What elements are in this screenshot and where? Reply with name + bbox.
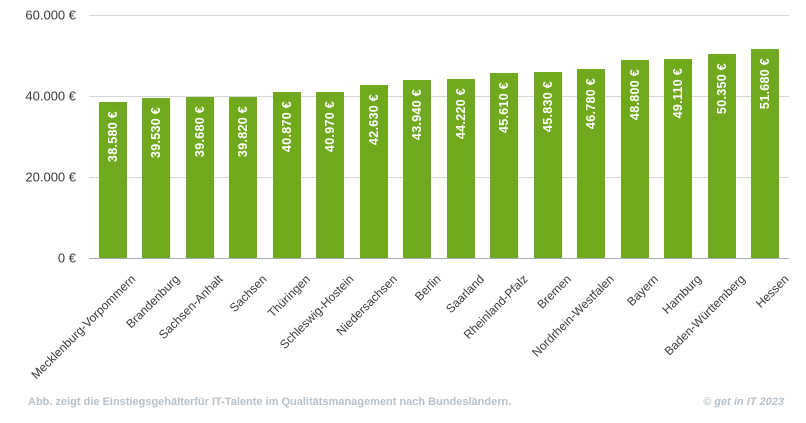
bar-slot: 42.630 €: [352, 15, 396, 258]
bar: 44.220 €: [446, 78, 475, 258]
y-tick-label: 60.000 €: [25, 7, 76, 23]
bar-value-label: 39.820 €: [236, 105, 251, 157]
bar: 39.530 €: [142, 97, 171, 258]
bar-slot: 38.580 €: [91, 15, 135, 258]
x-axis-label: Bayern: [623, 272, 661, 309]
bar-slot: 44.220 €: [439, 15, 483, 258]
bar: 48.800 €: [620, 60, 649, 258]
bar: 39.680 €: [185, 97, 214, 258]
x-axis-line: [89, 258, 789, 259]
bar-value-label: 45.830 €: [540, 81, 555, 133]
x-axis-label: Sachsen: [226, 272, 270, 315]
x-axis-label: Mecklenburg-Vorpommern: [28, 272, 139, 382]
bar-value-label: 40.870 €: [279, 101, 294, 153]
bar-slot: 40.870 €: [265, 15, 309, 258]
figure-caption: Abb. zeigt die Einstiegsgehälterfür IT-T…: [28, 396, 512, 408]
x-label-slot: Berlin: [396, 263, 444, 388]
gridline: [89, 15, 789, 16]
bar: 40.870 €: [272, 92, 301, 258]
bar-value-label: 44.220 €: [453, 87, 468, 139]
bar-value-label: 40.970 €: [323, 101, 338, 153]
x-label-slot: Sachsen: [222, 263, 270, 388]
x-axis-labels: Mecklenburg-Vorpommern Brandenburg Sachsen…: [29, 263, 792, 388]
bar: 49.110 €: [664, 59, 693, 258]
gridline: [89, 177, 789, 178]
bar-value-label: 45.610 €: [497, 82, 512, 134]
gridline: [89, 96, 789, 97]
bar-slot: 39.530 €: [135, 15, 179, 258]
bar: 39.820 €: [229, 96, 258, 258]
bar: 42.630 €: [359, 85, 388, 258]
y-tick-label: 40.000 €: [25, 88, 76, 104]
x-axis-label: Bremen: [534, 272, 574, 312]
bar-value-label: 42.630 €: [366, 94, 381, 146]
copyright: © get in IT 2023: [703, 396, 784, 408]
bar-value-label: 49.110 €: [671, 68, 686, 119]
bar-slot: 50.350 €: [700, 15, 744, 258]
x-label-slot: Baden-Württemberg: [661, 263, 747, 388]
bar-value-label: 39.530 €: [149, 106, 164, 158]
bar-slot: 48.800 €: [613, 15, 657, 258]
bar-slot: 45.830 €: [526, 15, 570, 258]
x-axis-label: Hamburg: [659, 272, 705, 317]
bar-value-label: 43.940 €: [410, 89, 425, 141]
bar-slot: 39.820 €: [222, 15, 266, 258]
bar-value-label: 51.680 €: [758, 57, 773, 109]
bar: 50.350 €: [707, 54, 736, 258]
bar: 38.580 €: [98, 101, 127, 258]
x-label-slot: Rheinland-Pfalz: [460, 263, 530, 388]
y-tick-label: 20.000 €: [25, 169, 76, 185]
bar-value-label: 50.350 €: [714, 63, 729, 115]
x-label-slot: Nordrhein-Westfalen: [530, 263, 618, 388]
plot-area: 60.000 € 40.000 € 20.000 € 0 € 38.580 € 39.5…: [25, 8, 789, 266]
bars-container: 38.580 € 39.530 € 39.680 € 39.820 € 40.870 €…: [91, 15, 787, 258]
x-label-slot: Sachsen-Anhalt: [156, 263, 226, 388]
bar: 45.610 €: [490, 73, 519, 258]
bar-value-label: 39.680 €: [192, 106, 207, 158]
x-label-slot: Bayern: [613, 263, 661, 388]
figure-footer: Abb. zeigt die Einstiegsgehälterfür IT-T…: [28, 396, 784, 408]
bar-value-label: 38.580 €: [105, 110, 120, 162]
bar-value-label: 48.800 €: [627, 69, 642, 121]
bar-slot: 45.610 €: [483, 15, 527, 258]
bar: 43.940 €: [403, 80, 432, 258]
bar-slot: 40.970 €: [309, 15, 353, 258]
bar: 40.970 €: [316, 92, 345, 258]
bar-slot: 51.680 €: [744, 15, 788, 258]
bar-slot: 39.680 €: [178, 15, 222, 258]
bar-value-label: 46.780 €: [584, 77, 599, 129]
bar-slot: 49.110 €: [657, 15, 701, 258]
x-label-slot: Hessen: [744, 263, 792, 388]
bar-slot: 43.940 €: [396, 15, 440, 258]
bar: 46.780 €: [577, 68, 606, 258]
x-axis-label: Hessen: [752, 272, 792, 311]
y-tick-label: 0 €: [57, 250, 76, 266]
x-axis-label: Saarland: [442, 272, 487, 316]
bar: 45.830 €: [533, 72, 562, 258]
x-label-slot: Niedersachsen: [333, 263, 400, 388]
bar-slot: 46.780 €: [570, 15, 614, 258]
bar: 51.680 €: [751, 48, 780, 258]
